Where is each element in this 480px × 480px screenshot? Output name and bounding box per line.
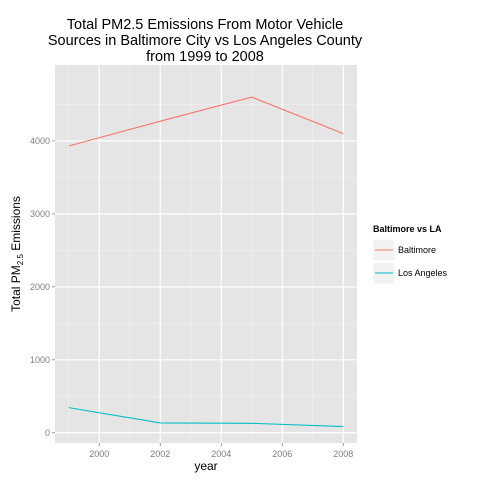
x-tick-label: 2002 [150, 449, 170, 459]
y-axis-ticks: 0 1000 2000 3000 4000 [30, 136, 55, 438]
x-tick-label: 2004 [211, 449, 231, 459]
chart-title-line-3: from 1999 to 2008 [146, 49, 264, 65]
y-tick-label: 3000 [30, 209, 50, 219]
series-layer [68, 96, 344, 428]
legend-label: Baltimore [398, 245, 436, 255]
x-tick-label: 2008 [333, 449, 353, 459]
y-axis-title-subscript: 2.5 [16, 254, 25, 266]
y-axis-title-suffix: Emissions [9, 196, 23, 254]
y-tick-label: 1000 [30, 355, 50, 365]
series-line-los-angeles [68, 407, 344, 428]
x-tick-label: 2006 [272, 449, 292, 459]
grid-minor [55, 65, 357, 443]
legend-title: Baltimore vs LA [373, 224, 442, 234]
x-axis-ticks: 2000 2002 2004 2006 2008 [89, 443, 353, 459]
series-line-baltimore [68, 96, 344, 147]
chart-title-line-1: Total PM2.5 Emissions From Motor Vehicle [67, 17, 343, 33]
y-tick-label: 2000 [30, 282, 50, 292]
y-axis-title: Total PM2.5 Emissions [9, 196, 25, 312]
plot-panel [55, 65, 357, 443]
y-tick-label: 0 [45, 428, 50, 438]
y-tick-label: 4000 [30, 136, 50, 146]
legend: Baltimore vs LA Baltimore Los Angeles [372, 224, 448, 285]
chart-title: Total PM2.5 Emissions From Motor Vehicle… [48, 17, 363, 65]
x-axis-title: year [194, 459, 217, 473]
chart-title-line-2: Sources in Baltimore City vs Los Angeles… [48, 33, 363, 49]
grid-major [55, 65, 357, 443]
legend-items: Baltimore Los Angeles [372, 238, 448, 285]
x-tick-label: 2000 [89, 449, 109, 459]
legend-label: Los Angeles [398, 268, 448, 278]
y-axis-title-prefix: Total PM [9, 265, 23, 312]
